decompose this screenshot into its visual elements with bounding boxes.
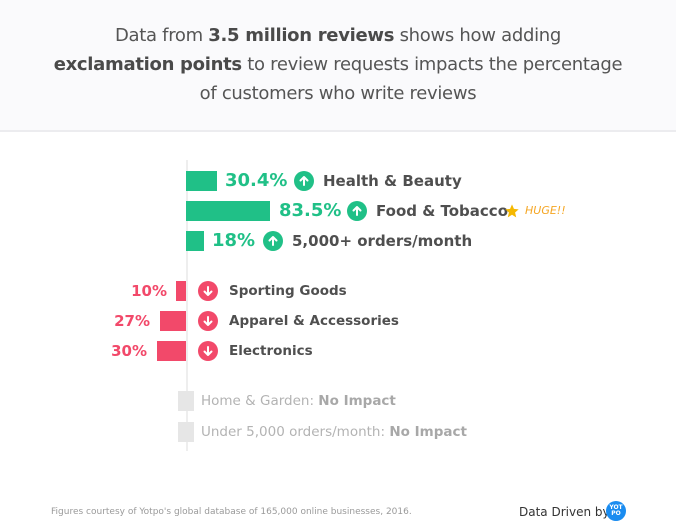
impact-text: No Impact xyxy=(389,424,467,440)
value-health-beauty: 30.4% xyxy=(225,170,288,191)
label-orders-low: Under 5,000 orders/month: No Impact xyxy=(201,422,467,442)
value-orders-high: 18% xyxy=(212,230,256,251)
star-icon xyxy=(505,204,519,218)
bar-orders-low xyxy=(178,422,194,442)
category-text: Home & Garden: xyxy=(201,393,319,409)
headline-emphasis: 3.5 million reviews xyxy=(208,25,395,46)
arrow-down-circle-icon xyxy=(198,341,218,361)
impact-text: No Impact xyxy=(318,393,396,409)
headline-text: shows how adding xyxy=(394,25,562,46)
headline-emphasis: exclamation points xyxy=(53,54,242,75)
arrow-down-circle-icon xyxy=(198,281,218,301)
category-text: Under 5,000 orders/month: xyxy=(201,424,390,440)
yotpo-logo-icon: YOT PO xyxy=(606,501,626,521)
value-electronics: 30% xyxy=(111,342,147,360)
bar-electronics xyxy=(157,341,186,361)
zero-axis xyxy=(186,160,188,451)
bar-home-garden xyxy=(178,391,194,411)
arrow-up-circle-icon xyxy=(263,231,283,251)
arrow-up-circle-icon xyxy=(294,171,314,191)
headline-text: Data from xyxy=(114,25,209,46)
bar-apparel xyxy=(160,311,186,331)
brand-text: Data Driven by xyxy=(519,505,610,519)
value-sporting-goods: 10% xyxy=(131,282,167,300)
label-health-beauty: Health & Beauty xyxy=(323,172,462,190)
bar-sporting-goods xyxy=(176,281,186,301)
huge-badge: HUGE!! xyxy=(525,204,566,217)
label-orders-high: 5,000+ orders/month xyxy=(292,232,473,250)
label-home-garden: Home & Garden: No Impact xyxy=(201,391,396,411)
label-electronics: Electronics xyxy=(229,343,313,359)
logo-line: PO xyxy=(611,510,621,517)
label-sporting-goods: Sporting Goods xyxy=(229,283,347,299)
label-apparel: Apparel & Accessories xyxy=(229,313,399,329)
label-food-tobacco: Food & Tobacco xyxy=(376,202,509,220)
logo-line: YOT xyxy=(609,504,623,511)
bar-health-beauty xyxy=(186,171,217,191)
bar-orders-high xyxy=(186,231,204,251)
headline-text: of customers who write reviews xyxy=(199,83,477,104)
header: Data from 3.5 million reviews shows how … xyxy=(0,0,676,132)
headline-text: to review requests impacts the percentag… xyxy=(241,54,623,75)
value-apparel: 27% xyxy=(114,312,150,330)
value-food-tobacco: 83.5% xyxy=(279,200,342,221)
bar-food-tobacco xyxy=(186,201,270,221)
headline: Data from 3.5 million reviews shows how … xyxy=(40,21,636,108)
footnote: Figures courtesy of Yotpo's global datab… xyxy=(51,507,412,517)
arrow-down-circle-icon xyxy=(198,311,218,331)
arrow-up-circle-icon xyxy=(347,201,367,221)
